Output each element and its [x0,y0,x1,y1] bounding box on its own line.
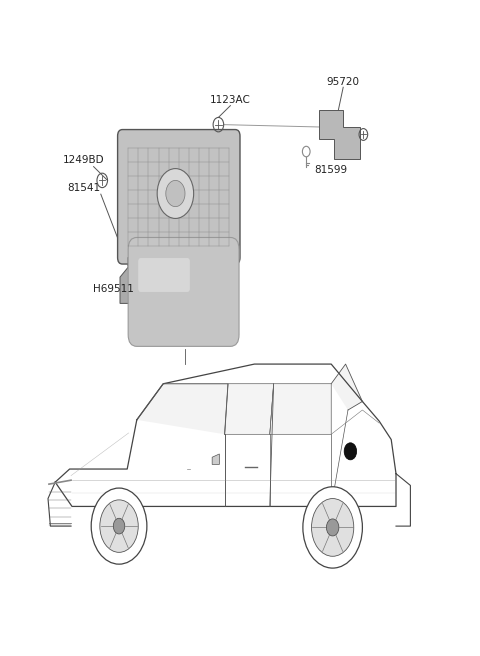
Circle shape [157,169,193,218]
FancyBboxPatch shape [118,130,240,264]
Text: 95720: 95720 [327,77,360,87]
Text: 1249BD: 1249BD [63,155,105,165]
FancyBboxPatch shape [138,258,190,292]
Text: 1123AC: 1123AC [210,95,251,105]
Circle shape [312,499,354,556]
Polygon shape [137,384,228,434]
Polygon shape [270,384,331,434]
Polygon shape [319,110,360,159]
Circle shape [326,519,339,536]
Text: H69511: H69511 [93,283,133,294]
Circle shape [344,443,357,460]
Circle shape [100,500,138,552]
Polygon shape [331,364,362,410]
FancyBboxPatch shape [128,237,239,346]
Circle shape [91,488,147,564]
Polygon shape [212,454,219,464]
Polygon shape [225,384,274,434]
Circle shape [113,518,125,534]
Polygon shape [120,257,158,304]
Circle shape [303,487,362,568]
Text: 81541: 81541 [67,183,101,193]
Circle shape [166,180,185,207]
Text: 81599: 81599 [314,165,348,175]
